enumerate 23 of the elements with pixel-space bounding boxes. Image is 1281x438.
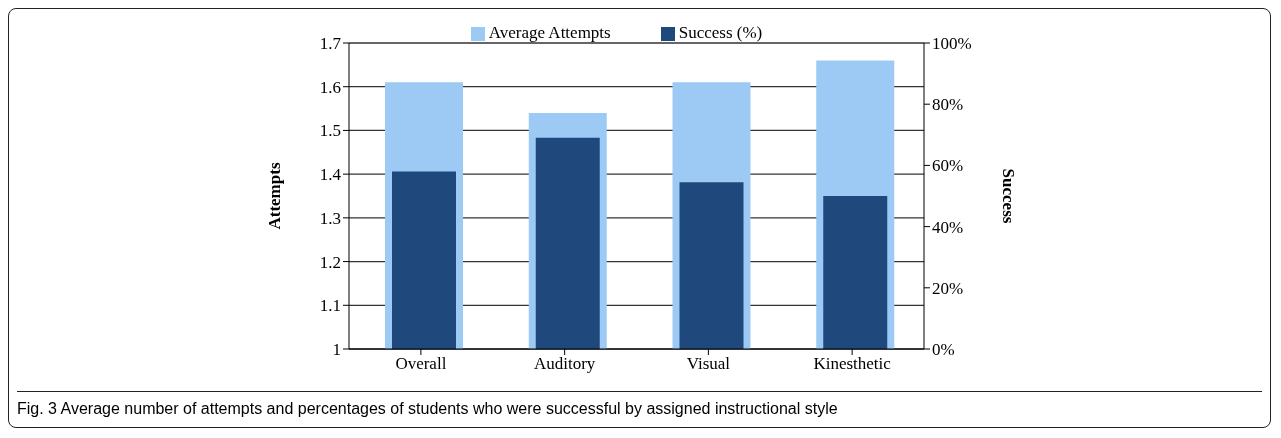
y-tick-label: 1.3 xyxy=(319,208,341,228)
y2-tick-label: 20% xyxy=(932,278,964,298)
y2-tick-label: 40% xyxy=(932,217,964,237)
y2-tick-label: 80% xyxy=(932,95,964,115)
y-axis-title: Attempts xyxy=(265,162,285,230)
caption: Fig. 3 Average number of attempts and percentages of students who were successful by assigned instructional style xyxy=(17,391,1262,418)
y-tick-label: 1.1 xyxy=(319,296,341,316)
legend-label: Success (%) xyxy=(678,23,763,42)
y2-tick-label: 0% xyxy=(932,340,955,360)
x-tick-label: Overall xyxy=(395,354,447,374)
y-tick-label: 1.6 xyxy=(319,77,341,97)
y2-axis-title: Success xyxy=(998,168,1018,224)
x-tick-label: Auditory xyxy=(533,354,596,374)
y-tick-label: 1.5 xyxy=(319,121,341,141)
y-tick-label: 1.2 xyxy=(319,252,341,272)
y2-tick-label: 60% xyxy=(932,156,964,176)
x-tick-label: Visual xyxy=(686,354,731,374)
y-tick-label: 1.7 xyxy=(319,34,342,54)
legend-label: Average Attempts xyxy=(488,23,611,42)
y2-tick-label: 100% xyxy=(932,34,972,54)
y-tick-label: 1 xyxy=(332,340,341,360)
y-tick-label: 1.4 xyxy=(319,165,342,185)
x-tick-label: Kinesthetic xyxy=(813,354,892,374)
